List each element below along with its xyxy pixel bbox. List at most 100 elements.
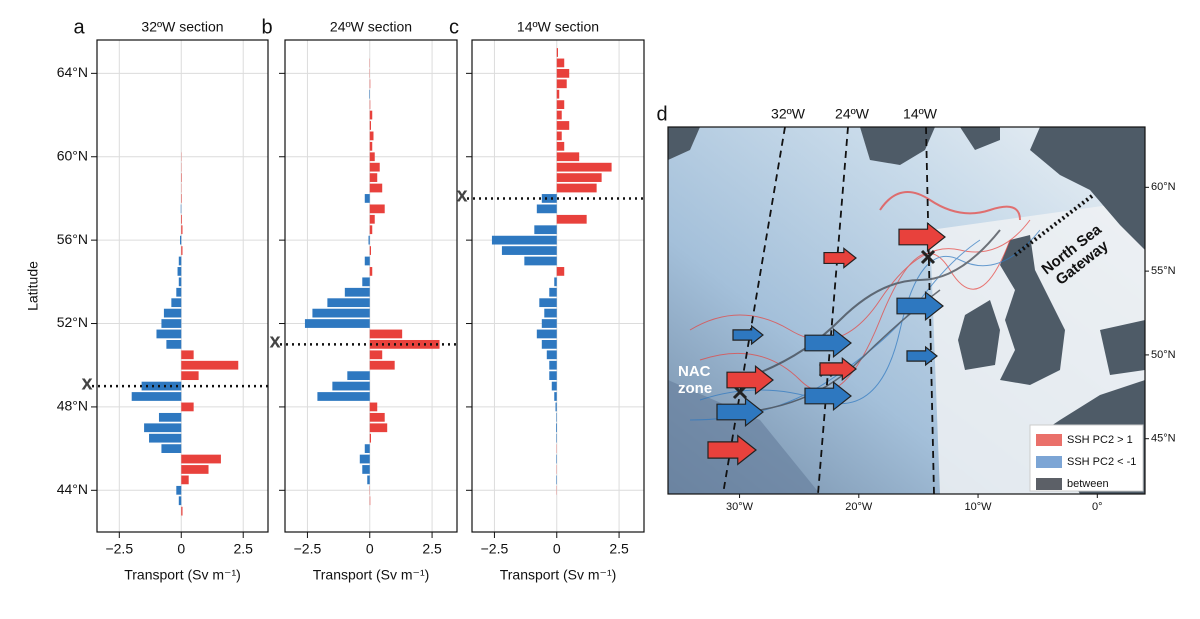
panel-label: b bbox=[261, 16, 272, 38]
bar bbox=[369, 267, 373, 276]
bar bbox=[176, 485, 182, 495]
section-label: 14ºW bbox=[903, 106, 938, 122]
x-tick-label: 30°W bbox=[726, 501, 754, 513]
flow-arrow bbox=[804, 380, 852, 412]
panel-title: 32ºW section bbox=[141, 19, 223, 35]
bar bbox=[369, 246, 371, 255]
bar bbox=[369, 173, 378, 182]
bar bbox=[369, 131, 374, 141]
panel-title: 24ºW section bbox=[330, 19, 412, 35]
bar bbox=[166, 339, 182, 349]
bar bbox=[556, 173, 602, 182]
x-tick-label: −2.5 bbox=[294, 541, 322, 557]
bar bbox=[541, 194, 557, 203]
x-axis-label: Transport (Sv m⁻¹) bbox=[500, 567, 617, 583]
bar bbox=[534, 225, 557, 235]
flow-arrow bbox=[726, 364, 774, 396]
legend-label: SSH PC2 < -1 bbox=[1067, 456, 1136, 468]
bar bbox=[549, 287, 557, 297]
bar bbox=[491, 235, 557, 245]
bar bbox=[524, 256, 557, 266]
bar bbox=[369, 141, 373, 151]
bar bbox=[549, 360, 557, 370]
bar bbox=[369, 402, 378, 412]
bar bbox=[556, 423, 557, 433]
bar bbox=[546, 350, 557, 360]
bar bbox=[369, 412, 385, 422]
bar bbox=[347, 371, 370, 381]
bar bbox=[556, 183, 597, 193]
bar bbox=[541, 319, 557, 328]
flow-arrow bbox=[819, 356, 857, 382]
bar bbox=[555, 402, 557, 412]
bar bbox=[131, 392, 182, 401]
bar bbox=[369, 183, 383, 193]
bar bbox=[369, 204, 385, 214]
flow-arrow bbox=[896, 290, 944, 322]
bar bbox=[369, 360, 395, 370]
bar bbox=[369, 214, 375, 224]
bar bbox=[556, 68, 570, 78]
x-tick-label: 2.5 bbox=[609, 541, 629, 557]
bar bbox=[369, 225, 373, 235]
bar bbox=[163, 308, 182, 318]
bar bbox=[369, 433, 371, 443]
bar bbox=[556, 121, 570, 130]
y-tick-label: 48°N bbox=[57, 398, 88, 414]
bar bbox=[161, 444, 182, 453]
bar bbox=[178, 277, 182, 287]
bar bbox=[362, 277, 370, 287]
y-tick-label: 52°N bbox=[57, 314, 88, 330]
bar bbox=[181, 402, 194, 412]
bar bbox=[369, 121, 371, 130]
bar bbox=[304, 319, 370, 328]
bar bbox=[501, 246, 557, 255]
crossing-marker: x bbox=[269, 331, 280, 353]
bar bbox=[327, 298, 370, 308]
bar bbox=[144, 423, 182, 433]
bar bbox=[181, 475, 189, 485]
bar bbox=[362, 465, 370, 474]
bar bbox=[539, 298, 557, 308]
bar bbox=[181, 506, 183, 516]
bar bbox=[368, 235, 370, 245]
bar bbox=[549, 371, 557, 381]
y-tick-label: 60°N bbox=[1151, 181, 1176, 193]
map-background bbox=[667, 126, 1146, 495]
bar bbox=[178, 256, 182, 266]
bar bbox=[181, 225, 183, 235]
crossing-marker: x bbox=[81, 372, 92, 394]
bar bbox=[181, 350, 194, 360]
bar bbox=[369, 110, 373, 120]
bar bbox=[556, 89, 560, 99]
bar bbox=[544, 308, 557, 318]
bar bbox=[369, 423, 388, 433]
bar bbox=[180, 235, 182, 245]
bar bbox=[369, 162, 380, 172]
legend-swatch bbox=[1036, 434, 1062, 446]
bar bbox=[158, 412, 182, 422]
bar bbox=[556, 214, 587, 224]
panel-title: 14ºW section bbox=[517, 19, 599, 35]
bar bbox=[177, 267, 182, 276]
legend-label: SSH PC2 > 1 bbox=[1067, 434, 1133, 446]
bar bbox=[181, 360, 239, 370]
y-tick-label: 44°N bbox=[57, 481, 88, 497]
bar bbox=[178, 496, 182, 506]
bar bbox=[141, 381, 182, 391]
y-tick-label: 64°N bbox=[57, 64, 88, 80]
bar bbox=[556, 100, 565, 110]
legend-label: between bbox=[1067, 478, 1109, 490]
flow-arrow bbox=[898, 221, 946, 253]
y-tick-label: 45°N bbox=[1151, 433, 1176, 445]
bar bbox=[556, 110, 562, 120]
flow-arrow bbox=[716, 396, 764, 428]
bar bbox=[332, 381, 370, 391]
x-tick-label: 0 bbox=[366, 541, 374, 557]
plot-frame bbox=[284, 39, 458, 533]
bar bbox=[364, 444, 370, 453]
section-label: 32ºW bbox=[771, 106, 806, 122]
x-tick-label: 0 bbox=[553, 541, 561, 557]
bar bbox=[536, 204, 557, 214]
flow-arrow bbox=[823, 247, 857, 269]
